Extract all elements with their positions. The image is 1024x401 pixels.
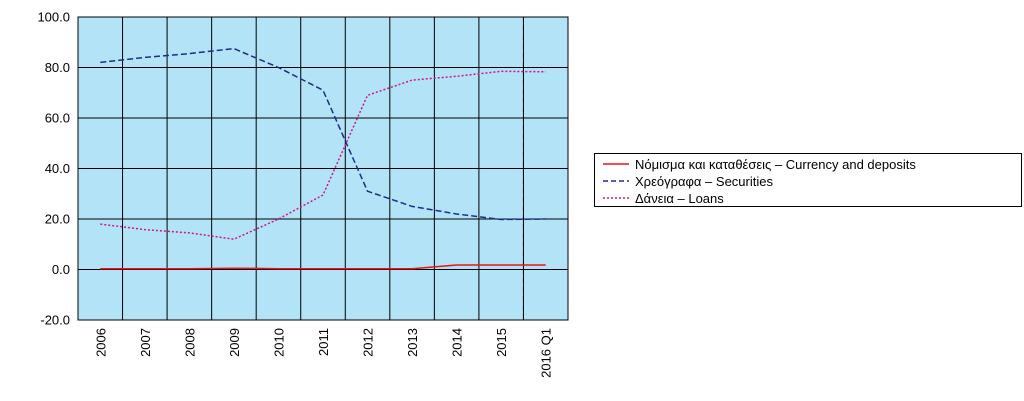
series-line-1 bbox=[100, 47, 546, 221]
x-tick-label: 2010 bbox=[271, 328, 286, 357]
legend-label-loans: Δάνεια – Loans bbox=[635, 190, 724, 206]
x-tick-label: 2016 Q1 bbox=[539, 328, 554, 378]
legend: Νόμισμα και καταθέσεις – Currency and de… bbox=[594, 153, 1022, 207]
y-tick-label: 100.0 bbox=[37, 10, 70, 25]
legend-swatch-currency bbox=[603, 163, 629, 165]
x-tick-label: 2007 bbox=[138, 328, 153, 357]
x-axis: 2006 2007 2008 2009 2010 2011 2012 2013 2014 2015… bbox=[93, 328, 553, 378]
y-axis: 100.0 80.0 60.0 40.0 20.0 0.0 -20.0 bbox=[37, 10, 70, 328]
legend-item-loans: Δάνεια – Loans bbox=[603, 190, 724, 206]
legend-item-securities: Χρεόγραφα – Securities bbox=[603, 173, 773, 189]
y-tick-label: 80.0 bbox=[45, 60, 70, 75]
x-tick-label: 2011 bbox=[316, 328, 331, 356]
legend-item-currency: Νόμισμα και καταθέσεις – Currency and de… bbox=[603, 156, 916, 172]
legend-label-currency: Νόμισμα και καταθέσεις – Currency and de… bbox=[635, 156, 916, 172]
y-tick-label: 0.0 bbox=[52, 262, 70, 277]
y-tick-label: 40.0 bbox=[45, 161, 70, 176]
x-tick-label: 2014 bbox=[450, 328, 465, 357]
series-group bbox=[100, 47, 546, 270]
legend-label-securities: Χρεόγραφα – Securities bbox=[635, 173, 773, 189]
x-tick-label: 2006 bbox=[93, 328, 108, 357]
series-line-2 bbox=[100, 70, 546, 240]
y-tick-label: 60.0 bbox=[45, 111, 70, 126]
x-tick-label: 2013 bbox=[405, 328, 420, 357]
grid bbox=[78, 16, 568, 321]
x-tick-label: 2012 bbox=[361, 328, 376, 357]
y-tick-label: -20.0 bbox=[40, 313, 70, 328]
x-tick-label: 2009 bbox=[227, 328, 242, 357]
x-tick-label: 2015 bbox=[494, 328, 509, 357]
series-line-0 bbox=[100, 264, 546, 270]
legend-swatch-securities bbox=[603, 180, 629, 182]
x-tick-label: 2008 bbox=[182, 328, 197, 357]
legend-swatch-loans bbox=[603, 197, 629, 199]
y-tick-label: 20.0 bbox=[45, 212, 70, 227]
